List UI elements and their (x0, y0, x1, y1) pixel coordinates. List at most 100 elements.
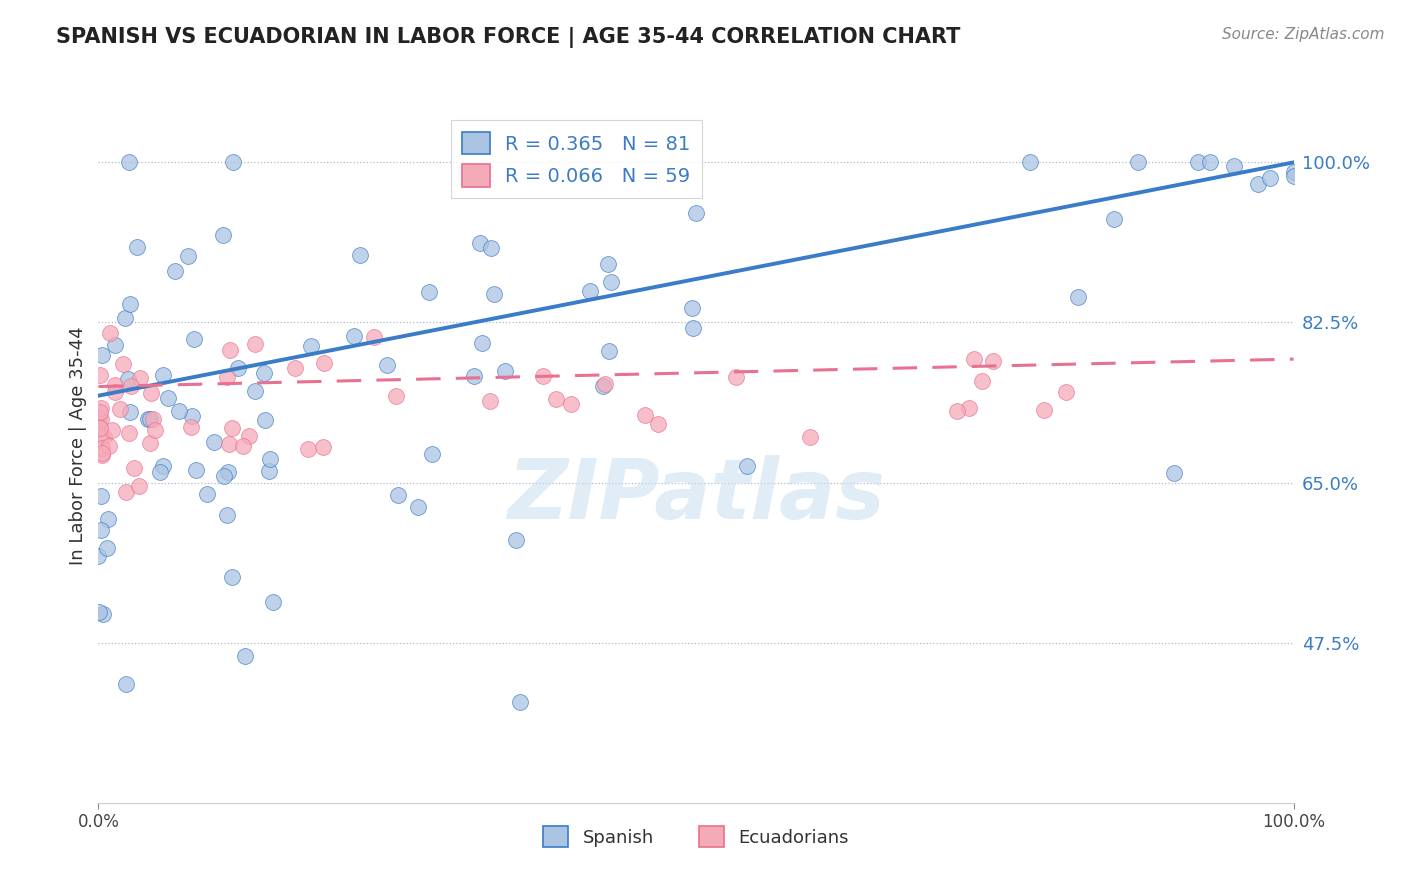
Point (647, 417, 669, 431)
Point (297, 442, 319, 456)
Point (181, 409, 204, 424)
Point (91, 448, 114, 462)
Point (735, 459, 758, 474)
Point (1033, 403, 1056, 417)
Point (946, 404, 969, 418)
Point (479, 393, 502, 408)
Point (104, 385, 127, 400)
Point (180, 419, 202, 434)
Point (183, 332, 205, 346)
Point (579, 285, 602, 299)
Point (1199, 155, 1222, 169)
Point (138, 412, 160, 426)
Point (592, 379, 614, 393)
Point (98, 326, 121, 341)
Point (97, 439, 120, 453)
Point (93, 430, 115, 444)
Point (970, 374, 993, 388)
Point (90, 429, 112, 443)
Point (217, 508, 239, 523)
Point (418, 285, 440, 300)
Point (108, 402, 131, 417)
Text: SPANISH VS ECUADORIAN IN LABOR FORCE | AGE 35-44 CORRELATION CHART: SPANISH VS ECUADORIAN IN LABOR FORCE | A… (56, 27, 960, 48)
Point (138, 436, 160, 450)
Point (471, 335, 494, 350)
Point (93, 607, 115, 621)
Point (112, 357, 135, 371)
Point (959, 401, 981, 415)
Point (363, 330, 385, 344)
Point (253, 413, 276, 427)
Point (600, 275, 623, 289)
Point (218, 437, 240, 451)
Point (117, 155, 139, 169)
Point (312, 356, 335, 370)
Point (420, 447, 443, 461)
Point (90, 412, 112, 426)
Point (284, 360, 307, 375)
Point (1067, 290, 1090, 304)
Point (560, 397, 582, 411)
Point (96, 541, 118, 555)
Point (243, 384, 266, 398)
Point (142, 412, 165, 426)
Point (685, 206, 707, 220)
Point (177, 249, 200, 263)
Point (129, 371, 152, 385)
Point (87, 605, 110, 619)
Point (152, 458, 174, 473)
Y-axis label: In Labor Force | Age 35-44: In Labor Force | Age 35-44 (69, 326, 87, 566)
Point (101, 423, 124, 437)
Text: ZIPatlas: ZIPatlas (508, 456, 884, 536)
Point (682, 321, 704, 335)
Point (387, 488, 409, 502)
Point (89, 421, 111, 435)
Point (104, 338, 127, 352)
Point (221, 420, 243, 434)
Point (598, 258, 620, 272)
Point (127, 240, 149, 254)
Point (167, 404, 190, 418)
Point (87, 549, 110, 564)
Point (211, 228, 233, 243)
Point (634, 408, 657, 422)
Text: Source: ZipAtlas.com: Source: ZipAtlas.com (1222, 27, 1385, 42)
Point (312, 440, 335, 454)
Point (128, 479, 150, 493)
Point (1128, 155, 1150, 169)
Point (152, 368, 174, 383)
Point (120, 379, 142, 393)
Point (90, 401, 112, 416)
Point (115, 485, 138, 500)
Point (406, 500, 429, 514)
Point (218, 343, 240, 357)
Point (1282, 165, 1305, 179)
Point (1247, 178, 1270, 192)
Point (243, 337, 266, 351)
Point (479, 241, 502, 255)
Point (482, 286, 505, 301)
Point (163, 264, 186, 278)
Point (139, 386, 162, 401)
Point (136, 412, 159, 426)
Point (118, 297, 141, 311)
Point (217, 369, 239, 384)
Point (115, 677, 138, 691)
Point (981, 354, 1004, 368)
Point (91, 348, 114, 362)
Point (682, 301, 704, 315)
Point (724, 369, 747, 384)
Point (1258, 171, 1281, 186)
Point (90, 489, 112, 503)
Point (217, 465, 239, 479)
Point (90, 523, 112, 537)
Point (232, 439, 254, 453)
Point (349, 248, 371, 262)
Point (595, 377, 617, 392)
Point (114, 311, 136, 326)
Point (598, 344, 620, 359)
Point (221, 570, 243, 584)
Point (97, 512, 120, 526)
Point (1018, 155, 1040, 169)
Point (257, 464, 280, 478)
